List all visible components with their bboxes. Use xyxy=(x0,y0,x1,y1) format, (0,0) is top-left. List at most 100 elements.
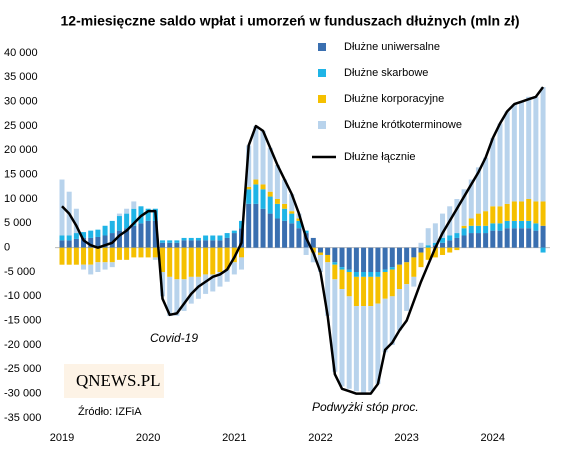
bar xyxy=(116,247,122,260)
legend-label: Dłużne skarbowe xyxy=(344,67,428,79)
bar xyxy=(361,306,367,394)
bar xyxy=(73,238,79,248)
y-tick-label: -20 000 xyxy=(4,339,41,351)
bar xyxy=(116,213,122,217)
bar xyxy=(411,257,417,277)
bar xyxy=(353,247,359,272)
bar xyxy=(497,223,503,231)
bar xyxy=(389,296,395,345)
bar xyxy=(303,230,309,234)
bar xyxy=(332,279,338,372)
bar xyxy=(174,247,180,280)
bar xyxy=(282,208,288,221)
bar xyxy=(511,104,517,202)
x-tick-label: 2023 xyxy=(394,432,418,444)
bar xyxy=(418,247,424,253)
bar xyxy=(418,252,424,268)
bar xyxy=(289,213,295,224)
bar xyxy=(375,303,381,384)
bar xyxy=(152,220,158,248)
bar xyxy=(454,199,460,234)
bar xyxy=(404,247,410,263)
bar xyxy=(131,247,137,258)
bar xyxy=(325,262,331,316)
bar xyxy=(160,247,166,272)
bar xyxy=(102,247,108,263)
bar xyxy=(425,228,431,246)
bar xyxy=(181,247,187,280)
y-tick-label: 40 000 xyxy=(4,47,38,59)
bar xyxy=(195,240,201,248)
bar xyxy=(339,269,345,290)
bar xyxy=(540,247,546,253)
bar xyxy=(504,111,510,204)
bar xyxy=(432,242,438,246)
bar xyxy=(210,235,216,241)
bar xyxy=(181,240,187,248)
y-tick-label: -25 000 xyxy=(4,363,41,375)
bar xyxy=(181,279,187,311)
bar xyxy=(382,298,388,353)
bar xyxy=(519,228,525,248)
bar xyxy=(88,247,94,265)
bar xyxy=(88,264,94,275)
bar xyxy=(73,233,79,239)
bar xyxy=(124,228,130,248)
bar xyxy=(540,87,546,202)
bar xyxy=(540,201,546,226)
bar xyxy=(361,276,367,307)
bar xyxy=(289,223,295,248)
bar xyxy=(475,213,481,226)
bar xyxy=(461,235,467,248)
bar xyxy=(73,247,79,265)
x-tick-label: 2020 xyxy=(136,432,160,444)
bar xyxy=(167,276,173,316)
bar xyxy=(203,240,209,248)
bar xyxy=(145,220,151,248)
bar xyxy=(504,220,510,229)
bar xyxy=(325,247,331,255)
bar xyxy=(490,230,496,248)
bar xyxy=(490,223,496,231)
bar xyxy=(519,201,525,221)
bar xyxy=(260,208,266,248)
bar xyxy=(59,240,65,248)
bar xyxy=(59,235,65,241)
bar xyxy=(504,203,510,221)
bar xyxy=(389,267,395,270)
x-tick-label: 2021 xyxy=(222,432,246,444)
bar xyxy=(253,179,259,185)
bar xyxy=(174,242,180,248)
y-tick-label: 5 000 xyxy=(4,217,32,229)
bar xyxy=(88,230,94,238)
legend-label: Dłużne krótkoterminowe xyxy=(344,119,462,131)
bar xyxy=(66,235,72,241)
bar xyxy=(332,262,338,265)
bar xyxy=(511,220,517,229)
bar xyxy=(533,223,539,231)
bar xyxy=(368,276,374,307)
bar xyxy=(224,269,230,282)
y-tick-label: 15 000 xyxy=(4,169,38,181)
bar xyxy=(109,262,115,268)
bar xyxy=(203,274,209,294)
bar xyxy=(109,247,115,263)
bar xyxy=(339,267,345,270)
bar xyxy=(167,242,173,248)
bar xyxy=(95,262,101,272)
bar xyxy=(353,272,359,277)
bar xyxy=(519,101,525,202)
bar xyxy=(440,213,446,238)
bar xyxy=(368,272,374,277)
bar xyxy=(231,262,237,275)
bar xyxy=(188,247,194,277)
y-tick-label: -35 000 xyxy=(4,412,41,424)
bar xyxy=(188,240,194,248)
bar xyxy=(389,269,395,297)
bar xyxy=(88,237,94,248)
bar xyxy=(131,208,137,226)
bar xyxy=(274,199,280,204)
bar xyxy=(425,247,431,260)
bar xyxy=(317,252,323,255)
bar xyxy=(317,247,323,253)
